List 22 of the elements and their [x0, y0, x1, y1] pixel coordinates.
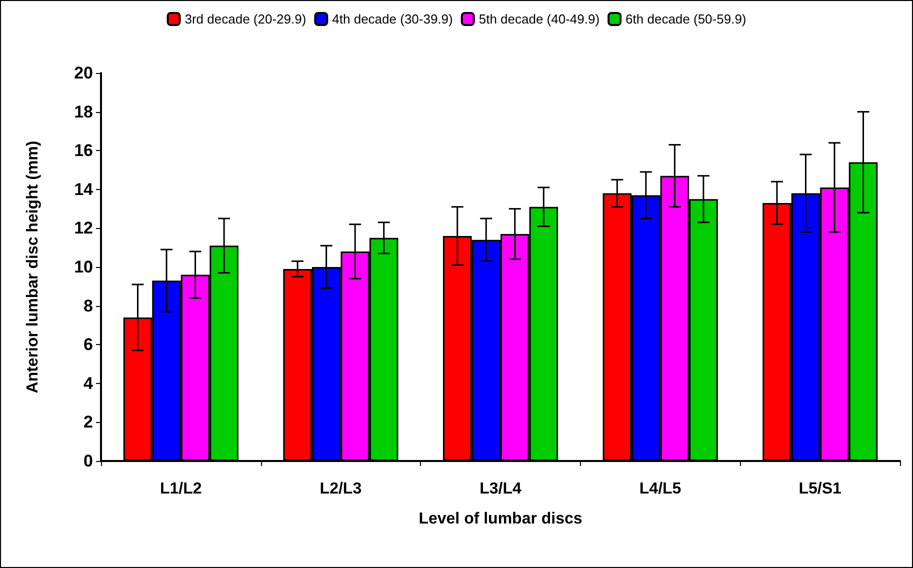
x-tick-label: L4/L5 — [639, 480, 682, 498]
x-tick-label: L1/L2 — [160, 480, 202, 498]
legend-label: 4th decade (30-39.9) — [332, 12, 453, 26]
y-tick-label: 0 — [84, 452, 93, 470]
x-tick-label: L3/L4 — [480, 480, 522, 498]
y-tick-label: 10 — [74, 258, 93, 276]
y-tick-label: 18 — [74, 102, 93, 122]
y-tick-label: 8 — [84, 296, 93, 316]
y-tick-label: 2 — [84, 412, 93, 432]
x-tick-label: L2/L3 — [320, 480, 362, 498]
y-tick-label: 12 — [74, 218, 93, 238]
legend-label: 3rd decade (20-29.9) — [184, 12, 306, 26]
legend-label: 6th decade (50-59.9) — [626, 12, 746, 26]
x-axis-title: Level of lumbar discs — [418, 510, 582, 528]
x-tick-label: L5/S1 — [798, 480, 842, 498]
y-tick-label: 16 — [74, 141, 93, 160]
y-tick-label: 6 — [84, 335, 93, 354]
y-axis-title: Anterior lumbar disc height (mm) — [24, 140, 42, 394]
y-tick-label: 20 — [74, 64, 93, 82]
legend-label: 5th decade (40-49.9) — [478, 12, 600, 26]
y-tick-label: 4 — [84, 374, 94, 393]
y-tick-label: 14 — [74, 180, 94, 199]
